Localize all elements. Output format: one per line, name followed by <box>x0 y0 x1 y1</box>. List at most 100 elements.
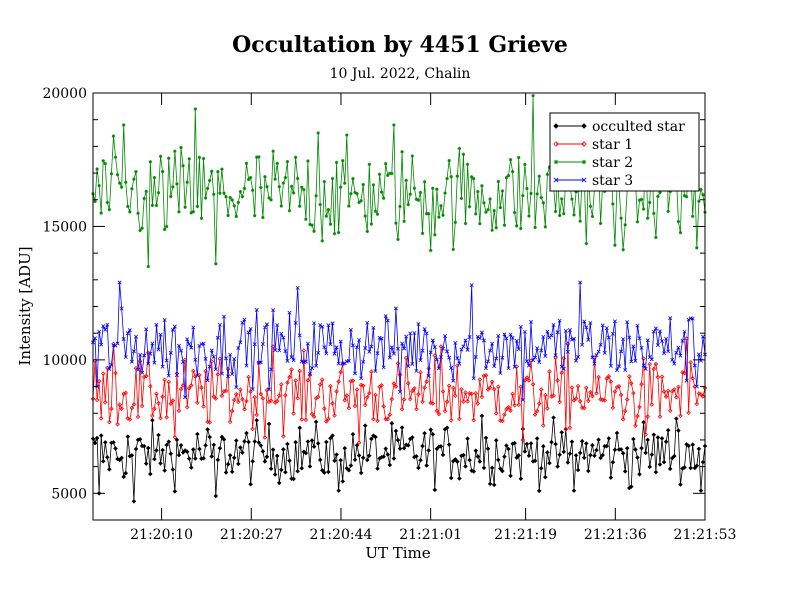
data-point <box>285 159 290 164</box>
data-point <box>214 262 218 266</box>
data-point <box>111 134 116 138</box>
data-point <box>138 352 143 357</box>
data-point <box>694 384 699 389</box>
data-point <box>334 452 339 457</box>
legend-marker <box>581 141 587 147</box>
data-point <box>447 355 452 360</box>
chart-title: Occultation by 4451 Grieve <box>232 32 568 58</box>
data-point <box>109 172 114 176</box>
data-point <box>429 248 433 253</box>
data-point <box>572 336 576 341</box>
data-point <box>467 335 472 339</box>
data-point <box>700 394 706 399</box>
data-point <box>678 413 683 419</box>
data-point <box>115 173 120 177</box>
data-point <box>621 337 626 342</box>
data-point <box>610 459 616 465</box>
data-point <box>637 198 642 202</box>
data-point <box>653 469 659 475</box>
data-point <box>474 212 478 216</box>
data-point <box>446 383 452 389</box>
data-point <box>643 366 648 371</box>
data-point <box>180 450 186 455</box>
data-point <box>500 418 505 424</box>
data-point <box>311 414 317 419</box>
data-point <box>156 432 161 438</box>
data-point <box>467 205 472 209</box>
data-point <box>610 331 615 336</box>
data-point <box>488 348 493 353</box>
data-point <box>248 481 253 487</box>
data-point <box>407 396 413 402</box>
data-point <box>174 373 179 378</box>
data-point <box>317 457 323 463</box>
data-point <box>117 457 122 463</box>
data-point <box>473 390 479 396</box>
data-point <box>386 173 390 178</box>
data-point <box>690 375 695 381</box>
data-point <box>655 374 661 380</box>
data-point <box>137 436 143 442</box>
data-point <box>205 378 210 383</box>
data-point <box>645 216 650 220</box>
data-point <box>201 341 206 346</box>
data-point <box>326 207 331 212</box>
data-point <box>657 462 663 467</box>
data-point <box>547 165 552 169</box>
data-point <box>479 330 484 335</box>
data-point <box>455 363 460 369</box>
data-point <box>205 186 210 191</box>
data-point <box>674 350 679 355</box>
data-point <box>457 146 462 151</box>
data-point <box>580 342 585 347</box>
data-point <box>342 397 348 403</box>
data-point <box>221 388 227 394</box>
data-point <box>250 188 255 192</box>
data-point <box>438 355 443 360</box>
data-point <box>178 443 184 448</box>
data-point <box>356 453 362 458</box>
data-point <box>489 379 495 385</box>
data-point <box>223 388 229 394</box>
data-point <box>639 197 644 202</box>
data-point <box>578 219 582 223</box>
data-point <box>653 326 658 331</box>
data-point <box>614 430 620 436</box>
data-point <box>512 210 517 215</box>
data-point <box>518 324 523 329</box>
data-point <box>586 398 591 404</box>
data-point <box>234 385 239 390</box>
data-point <box>94 397 100 403</box>
x-tick-label: 21:21:01 <box>399 527 462 543</box>
data-point <box>254 417 260 423</box>
data-point <box>594 390 599 396</box>
data-point <box>414 406 419 412</box>
data-point <box>217 322 222 327</box>
data-point <box>347 204 351 208</box>
data-point <box>477 459 483 464</box>
data-point <box>332 351 337 356</box>
data-point <box>518 384 524 390</box>
data-point <box>502 332 507 337</box>
data-point <box>574 190 578 194</box>
data-point <box>326 469 331 475</box>
data-point <box>179 348 183 353</box>
data-point <box>316 350 321 355</box>
data-point <box>187 157 191 161</box>
data-point <box>265 185 269 189</box>
data-point <box>312 229 316 233</box>
data-point <box>629 359 634 364</box>
data-point <box>577 450 583 456</box>
data-point <box>523 162 527 167</box>
data-point <box>506 173 511 178</box>
data-point <box>293 155 298 159</box>
legend-label: star 3 <box>592 173 633 189</box>
legend-item: occulted star <box>553 119 685 135</box>
data-point <box>424 379 429 384</box>
legend: occulted star star 1 star 2 star 3 <box>549 112 700 192</box>
data-point <box>381 196 386 200</box>
data-point <box>617 364 622 369</box>
data-point <box>353 371 357 376</box>
data-point <box>154 322 159 327</box>
data-point <box>301 348 307 353</box>
